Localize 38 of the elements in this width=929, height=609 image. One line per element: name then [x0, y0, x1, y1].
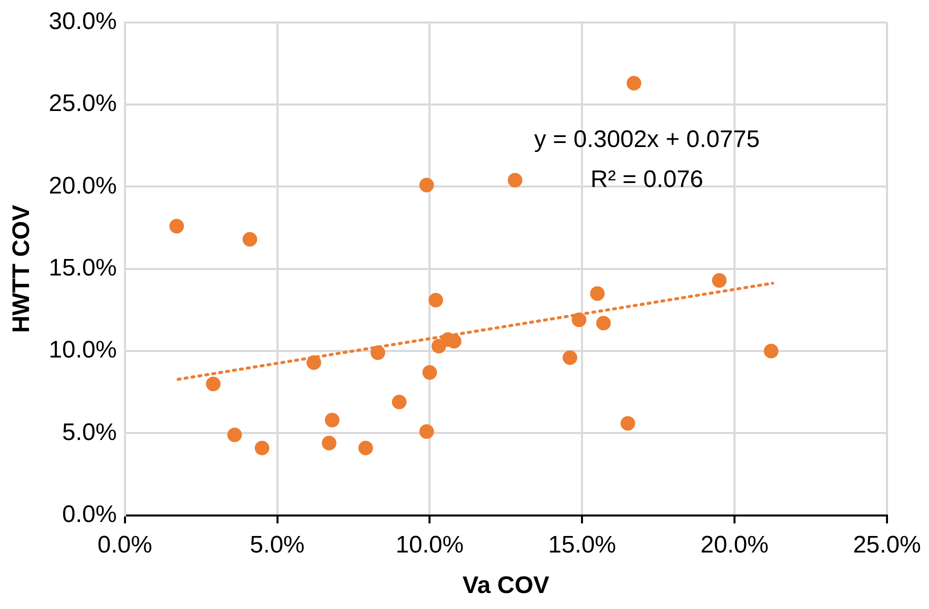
- y-tick-label: 0.0%: [62, 501, 117, 528]
- point: [626, 76, 642, 91]
- y-tick-label: 10.0%: [48, 336, 117, 364]
- point: [590, 286, 605, 301]
- x-tick-label: 25.0%: [852, 531, 922, 558]
- point: [422, 365, 437, 380]
- point: [358, 440, 373, 456]
- y-axis-title: HWTT COV: [8, 204, 36, 333]
- y-tick-label: 5.0%: [62, 418, 117, 446]
- point: [392, 394, 407, 410]
- point: [620, 416, 636, 431]
- y-tick-label: 15.0%: [48, 254, 117, 282]
- x-tick-label: 0.0%: [98, 531, 152, 558]
- point: [596, 316, 611, 330]
- y-tick-label: 25.0%: [48, 90, 117, 118]
- x-tick-label: 20.0%: [700, 531, 769, 558]
- point: [242, 232, 258, 247]
- point: [227, 428, 242, 442]
- x-tick-label: 10.0%: [396, 531, 464, 558]
- x-tick-label: 15.0%: [548, 531, 616, 558]
- annotation: y = 0.3002x + 0.0775: [534, 126, 760, 154]
- point: [322, 436, 336, 450]
- point: [764, 344, 778, 358]
- point: [254, 440, 270, 456]
- y-tick-label: 30.0%: [48, 8, 117, 36]
- point: [419, 178, 434, 192]
- point: [206, 376, 221, 392]
- x-axis-title: Va COV: [462, 572, 550, 600]
- point: [169, 218, 184, 234]
- y-tick-label: 20.0%: [48, 172, 117, 200]
- point: [419, 424, 434, 439]
- point: [712, 273, 727, 288]
- point: [428, 292, 444, 308]
- point: [508, 172, 522, 188]
- point: [562, 350, 578, 365]
- annotation: R² = 0.076: [590, 166, 704, 194]
- point: [324, 412, 340, 428]
- x-tick-label: 5.0%: [250, 531, 305, 558]
